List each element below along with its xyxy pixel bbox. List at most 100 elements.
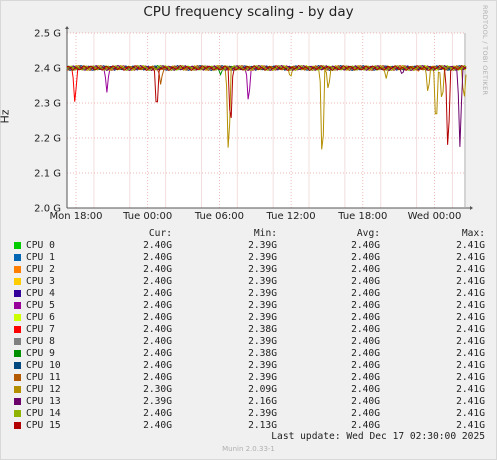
legend-cur: 2.40G bbox=[143, 240, 172, 251]
y-axis-arrow bbox=[65, 26, 69, 29]
legend-swatch bbox=[14, 386, 21, 393]
legend-series-name: CPU 9 bbox=[26, 348, 55, 359]
legend-min: 2.39G bbox=[248, 288, 277, 299]
legend-cur: 2.40G bbox=[143, 324, 172, 335]
legend-row: CPU 12 2.30G 2.09G 2.40G 2.41G bbox=[0, 384, 497, 396]
legend-cur: 2.40G bbox=[143, 276, 172, 287]
legend-swatch bbox=[14, 242, 21, 249]
y-tick-label: 2.5 G bbox=[34, 29, 61, 40]
cpu-frequency-chart: 2.0 G 2.1 G 2.2 G 2.3 G 2.4 G 2.5 G Mon 18:00 T… bbox=[34, 26, 473, 222]
legend-cur: 2.40G bbox=[143, 252, 172, 263]
legend-avg: 2.40G bbox=[351, 240, 380, 251]
legend-series-name: CPU 8 bbox=[26, 336, 55, 347]
legend-series-name: CPU 14 bbox=[26, 408, 61, 419]
header-max: Max: bbox=[461, 228, 485, 239]
legend-max: 2.41G bbox=[456, 372, 485, 383]
legend-max: 2.41G bbox=[456, 360, 485, 371]
legend-row: CPU 11 2.40G 2.39G 2.40G 2.41G bbox=[0, 372, 497, 384]
chart-title: CPU frequency scaling - by day bbox=[143, 4, 354, 20]
legend-avg: 2.40G bbox=[351, 348, 380, 359]
legend-row: CPU 9 2.40G 2.38G 2.40G 2.41G bbox=[0, 348, 497, 360]
legend-row: CPU 5 2.40G 2.39G 2.40G 2.41G bbox=[0, 300, 497, 312]
legend-max: 2.41G bbox=[456, 384, 485, 395]
x-tick-label: Tue 12:00 bbox=[266, 211, 316, 222]
legend-series-name: CPU 5 bbox=[26, 300, 55, 311]
x-tick-label: Mon 18:00 bbox=[49, 211, 102, 222]
legend-series-name: CPU 1 bbox=[26, 252, 55, 263]
legend-swatch bbox=[14, 326, 21, 333]
legend-avg: 2.40G bbox=[351, 336, 380, 347]
legend-max: 2.41G bbox=[456, 396, 485, 407]
legend-min: 2.39G bbox=[248, 252, 277, 263]
y-tick-label: 2.2 G bbox=[34, 134, 61, 145]
legend-swatch bbox=[14, 302, 21, 309]
legend-min: 2.39G bbox=[248, 240, 277, 251]
legend-avg: 2.40G bbox=[351, 276, 380, 287]
legend-swatch bbox=[14, 254, 21, 261]
legend-max: 2.41G bbox=[456, 300, 485, 311]
y-tick-label: 2.0 G bbox=[34, 204, 61, 215]
legend-avg: 2.40G bbox=[351, 420, 380, 431]
legend-max: 2.41G bbox=[456, 312, 485, 323]
x-tick-label: Tue 18:00 bbox=[337, 211, 387, 222]
legend-series-name: CPU 4 bbox=[26, 288, 55, 299]
x-tick-label: Tue 00:00 bbox=[122, 211, 172, 222]
legend-series-name: CPU 0 bbox=[26, 240, 55, 251]
legend-avg: 2.40G bbox=[351, 360, 380, 371]
legend-swatch bbox=[14, 290, 21, 297]
legend-min: 2.39G bbox=[248, 312, 277, 323]
legend-min: 2.38G bbox=[248, 324, 277, 335]
legend-swatch bbox=[14, 410, 21, 417]
legend-avg: 2.40G bbox=[351, 264, 380, 275]
x-tick-label: Wed 00:00 bbox=[408, 211, 462, 222]
legend-header: Cur: Min: Avg: Max: bbox=[0, 228, 497, 240]
legend-max: 2.41G bbox=[456, 408, 485, 419]
legend-cur: 2.40G bbox=[143, 360, 172, 371]
header-avg: Avg: bbox=[356, 228, 380, 239]
legend-series-name: CPU 7 bbox=[26, 324, 55, 335]
legend-cur: 2.39G bbox=[143, 396, 172, 407]
header-min: Min: bbox=[253, 228, 277, 239]
legend-row: CPU 1 2.40G 2.39G 2.40G 2.41G bbox=[0, 252, 497, 264]
legend-avg: 2.40G bbox=[351, 396, 380, 407]
y-tick-label: 2.3 G bbox=[34, 99, 61, 110]
legend-series-name: CPU 11 bbox=[26, 372, 61, 383]
legend-row: CPU 15 2.40G 2.13G 2.40G 2.41G bbox=[0, 420, 497, 432]
legend-swatch bbox=[14, 278, 21, 285]
series-line-cpu-15 bbox=[66, 64, 467, 145]
legend-max: 2.41G bbox=[456, 420, 485, 431]
legend-max: 2.41G bbox=[456, 240, 485, 251]
legend-swatch bbox=[14, 362, 21, 369]
legend-min: 2.39G bbox=[248, 360, 277, 371]
legend-avg: 2.40G bbox=[351, 252, 380, 263]
legend-cur: 2.30G bbox=[143, 384, 172, 395]
legend-swatch bbox=[14, 350, 21, 357]
munin-version: Munin 2.0.33-1 bbox=[222, 445, 275, 453]
y-tick-label: 2.1 G bbox=[34, 169, 61, 180]
legend-avg: 2.40G bbox=[351, 300, 380, 311]
legend-row: CPU 10 2.40G 2.39G 2.40G 2.41G bbox=[0, 360, 497, 372]
legend-avg: 2.40G bbox=[351, 384, 380, 395]
legend-cur: 2.40G bbox=[143, 372, 172, 383]
legend-cur: 2.40G bbox=[143, 312, 172, 323]
legend-max: 2.41G bbox=[456, 348, 485, 359]
legend-cur: 2.40G bbox=[143, 288, 172, 299]
legend-avg: 2.40G bbox=[351, 372, 380, 383]
legend-max: 2.41G bbox=[456, 336, 485, 347]
legend-swatch bbox=[14, 398, 21, 405]
legend-min: 2.16G bbox=[248, 396, 277, 407]
legend-min: 2.39G bbox=[248, 300, 277, 311]
legend-cur: 2.40G bbox=[143, 348, 172, 359]
legend-row: CPU 14 2.40G 2.39G 2.40G 2.41G bbox=[0, 408, 497, 420]
legend-row: CPU 8 2.40G 2.39G 2.40G 2.41G bbox=[0, 336, 497, 348]
legend-series-name: CPU 10 bbox=[26, 360, 61, 371]
legend-series-name: CPU 6 bbox=[26, 312, 55, 323]
legend-min: 2.39G bbox=[248, 336, 277, 347]
legend-cur: 2.40G bbox=[143, 264, 172, 275]
legend-series-name: CPU 2 bbox=[26, 264, 55, 275]
legend-avg: 2.40G bbox=[351, 324, 380, 335]
legend-min: 2.13G bbox=[248, 420, 277, 431]
legend-min: 2.39G bbox=[248, 276, 277, 287]
x-tick-label: Tue 06:00 bbox=[194, 211, 244, 222]
legend-max: 2.41G bbox=[456, 252, 485, 263]
